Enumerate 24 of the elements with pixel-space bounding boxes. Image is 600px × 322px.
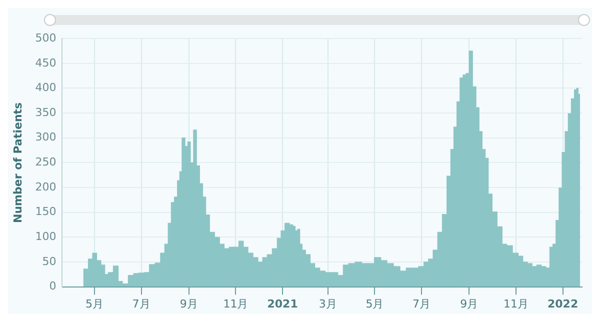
x-tick-label: 9月	[180, 297, 198, 310]
bar	[92, 252, 98, 287]
y-tick-label: 500	[35, 31, 56, 44]
y-tick-label: 450	[35, 56, 56, 70]
y-tick-label: 200	[35, 180, 56, 194]
x-tick-label: 11月	[503, 297, 528, 310]
y-tick-label: 350	[35, 106, 56, 119]
y-tick-label: 300	[35, 130, 56, 144]
x-tick-label: 2021	[267, 297, 298, 310]
y-tick-label: 50	[42, 254, 56, 268]
x-tick-label: 7月	[132, 297, 150, 310]
y-tick-label: 150	[35, 205, 56, 218]
x-tick-label: 3月	[318, 297, 337, 310]
y-tick-label: 100	[35, 230, 56, 244]
x-tick-label: 2022	[547, 297, 578, 310]
x-tick-label: 7月	[412, 297, 431, 310]
x-tick-label: 5月	[366, 297, 384, 310]
x-tick-label: 9月	[460, 297, 478, 310]
x-tick-label: 11月	[223, 297, 248, 310]
y-tick-label: 400	[35, 81, 56, 94]
y-tick-label: 250	[35, 156, 56, 169]
y-tick-label: 0	[49, 280, 56, 293]
y-axis-title: Number of Patients	[11, 102, 24, 223]
x-tick-label: 5月	[85, 297, 104, 310]
